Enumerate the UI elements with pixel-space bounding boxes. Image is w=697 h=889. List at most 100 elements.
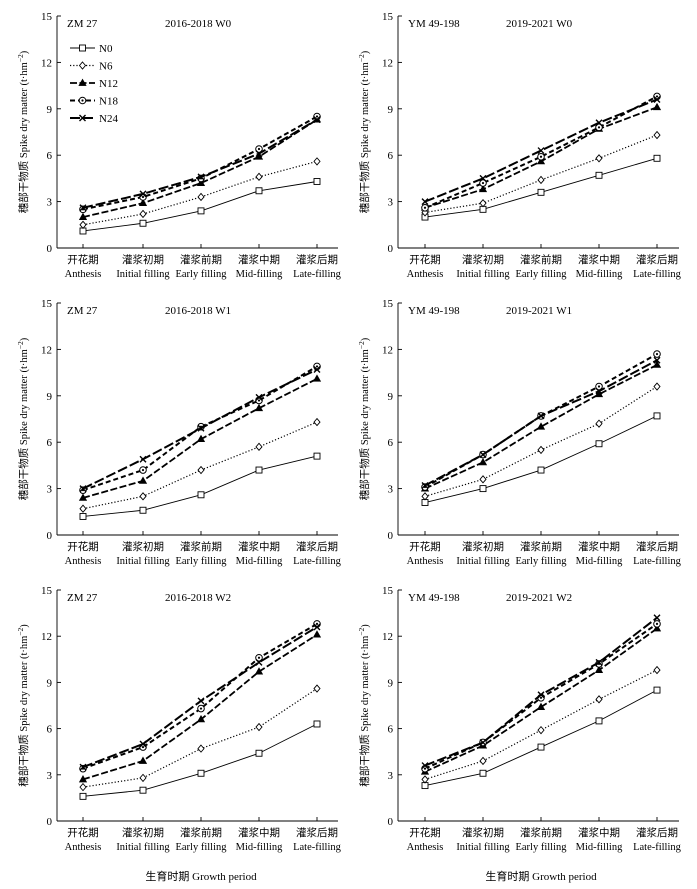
data-point-n24 bbox=[479, 174, 487, 182]
y-axis-label: 穗部干物质 Spike dry matter (t·hm−2) bbox=[16, 50, 30, 213]
y-tick-label: 6 bbox=[47, 724, 53, 736]
data-point-n18 bbox=[595, 382, 603, 391]
series-n24 bbox=[421, 96, 661, 206]
chart-panel: 0 3 6 9 12 15 开花期 Anthesis 灌浆初期 Initial filling 灌浆… bbox=[357, 11, 682, 280]
series-n24 bbox=[421, 356, 661, 490]
data-point-n12 bbox=[652, 360, 662, 368]
panel-variety-label: ZM 27 bbox=[67, 592, 98, 604]
data-point-n0 bbox=[537, 743, 545, 751]
data-point-n6 bbox=[421, 775, 429, 784]
data-point-n6 bbox=[197, 744, 205, 753]
data-point-n24 bbox=[255, 658, 263, 666]
data-point-n6 bbox=[79, 504, 87, 513]
data-point-n0 bbox=[79, 792, 87, 800]
y-tick-label: 15 bbox=[382, 585, 394, 597]
data-point-n6 bbox=[255, 442, 263, 452]
x-tick-label-cn: 开花期 bbox=[409, 826, 441, 839]
data-point-n12 bbox=[78, 775, 88, 783]
data-point-n6 bbox=[255, 722, 263, 732]
y-tick-label: 0 bbox=[388, 243, 394, 255]
x-tick-label-en: Mid-filling bbox=[576, 556, 623, 567]
series-n24 bbox=[421, 614, 661, 770]
legend: N0 N6 N12 N18 N24 bbox=[70, 43, 118, 125]
x-tick-label-en: Mid-filling bbox=[236, 556, 283, 567]
x-tick-label-en: Mid-filling bbox=[576, 842, 623, 853]
panel-variety-label: YM 49-198 bbox=[408, 305, 460, 317]
series-n6 bbox=[79, 684, 321, 792]
data-point-n24 bbox=[139, 740, 147, 748]
x-tick-label-en: Late-filling bbox=[293, 269, 342, 280]
series-n0 bbox=[79, 452, 321, 520]
data-point-n6 bbox=[537, 445, 545, 455]
y-axis-label: 穗部干物质 Spike dry matter (t·hm−2) bbox=[357, 624, 371, 787]
x-tick-label-en: Mid-filling bbox=[576, 269, 623, 280]
data-point-n6 bbox=[313, 157, 321, 166]
y-tick-label: 0 bbox=[388, 816, 394, 828]
series-n12 bbox=[78, 630, 322, 783]
data-point-n0 bbox=[595, 171, 603, 179]
data-point-n12 bbox=[138, 476, 148, 484]
data-point-n6 bbox=[653, 382, 661, 391]
data-point-n24 bbox=[79, 763, 87, 771]
data-point-n24 bbox=[79, 485, 87, 493]
data-point-n24 bbox=[255, 150, 263, 158]
x-tick-label-en: Initial filling bbox=[456, 556, 510, 567]
data-point-n12 bbox=[78, 212, 88, 220]
chart-panel: 0 3 6 9 12 15 开花期 Anthesis 灌浆初期 Initial filling 灌浆… bbox=[16, 298, 342, 567]
chart-panel: 0 3 6 9 12 15 开花期 Anthesis 灌浆初期 Initial filling 灌浆… bbox=[357, 585, 682, 853]
data-point-n6 bbox=[313, 417, 321, 427]
x-tick-label-cn: 灌浆初期 bbox=[462, 540, 504, 553]
data-point-n24 bbox=[595, 387, 603, 395]
y-tick-label: 9 bbox=[388, 677, 394, 689]
data-point-n12 bbox=[536, 422, 546, 430]
chart-panel: 0 3 6 9 12 15 开花期 Anthesis 灌浆初期 Initial filling 灌浆… bbox=[16, 11, 342, 280]
x-tick-label-cn: 灌浆中期 bbox=[578, 253, 620, 266]
data-point-n18 bbox=[421, 203, 429, 212]
data-point-n24 bbox=[421, 762, 429, 770]
data-point-n6 bbox=[537, 175, 545, 185]
series-line-n6 bbox=[82, 160, 318, 226]
data-point-n12 bbox=[652, 102, 662, 111]
series-n0 bbox=[421, 686, 661, 790]
y-tick-label: 12 bbox=[382, 344, 393, 356]
data-point-n24 bbox=[197, 173, 205, 181]
x-tick-label-cn: 灌浆后期 bbox=[636, 826, 678, 839]
data-point-n0 bbox=[255, 749, 263, 757]
data-point-n6 bbox=[139, 773, 147, 783]
series-line-n18 bbox=[424, 95, 658, 209]
data-point-n6 bbox=[255, 172, 263, 182]
x-tick-label-cn: 开花期 bbox=[67, 540, 99, 553]
x-tick-label-cn: 灌浆初期 bbox=[122, 540, 164, 553]
data-point-n6 bbox=[313, 684, 321, 693]
series-n6 bbox=[421, 665, 661, 784]
data-point-n24 bbox=[537, 691, 545, 699]
x-tick-label-cn: 灌浆后期 bbox=[636, 540, 678, 553]
y-tick-label: 3 bbox=[388, 484, 394, 496]
data-point-n12 bbox=[536, 702, 546, 710]
data-point-n18 bbox=[197, 704, 205, 713]
data-point-n18 bbox=[255, 653, 263, 662]
data-point-n18 bbox=[653, 620, 661, 628]
y-tick-label: 15 bbox=[41, 585, 53, 597]
series-n0 bbox=[79, 720, 321, 800]
x-tick-label-cn: 灌浆中期 bbox=[578, 826, 620, 839]
data-point-n12 bbox=[138, 756, 148, 764]
y-axis-label: 穗部干物质 Spike dry matter (t·hm−2) bbox=[357, 337, 371, 500]
data-point-n0 bbox=[537, 466, 545, 474]
data-point-n12 bbox=[312, 374, 322, 382]
data-point-n6 bbox=[537, 725, 545, 735]
data-point-n24 bbox=[595, 119, 603, 127]
x-tick-label-cn: 灌浆中期 bbox=[238, 253, 280, 266]
y-tick-label: 6 bbox=[47, 437, 53, 449]
series-n6 bbox=[79, 417, 321, 513]
series-line-n0 bbox=[82, 723, 318, 797]
series-n0 bbox=[421, 412, 661, 506]
data-point-n12 bbox=[196, 178, 206, 186]
data-point-n24 bbox=[313, 116, 321, 124]
panel-variety-label: ZM 27 bbox=[67, 305, 98, 317]
series-n24 bbox=[79, 366, 321, 493]
data-point-n0 bbox=[653, 154, 661, 162]
y-tick-label: 3 bbox=[47, 484, 53, 496]
data-point-n0 bbox=[139, 786, 147, 794]
data-point-n6 bbox=[479, 475, 487, 484]
